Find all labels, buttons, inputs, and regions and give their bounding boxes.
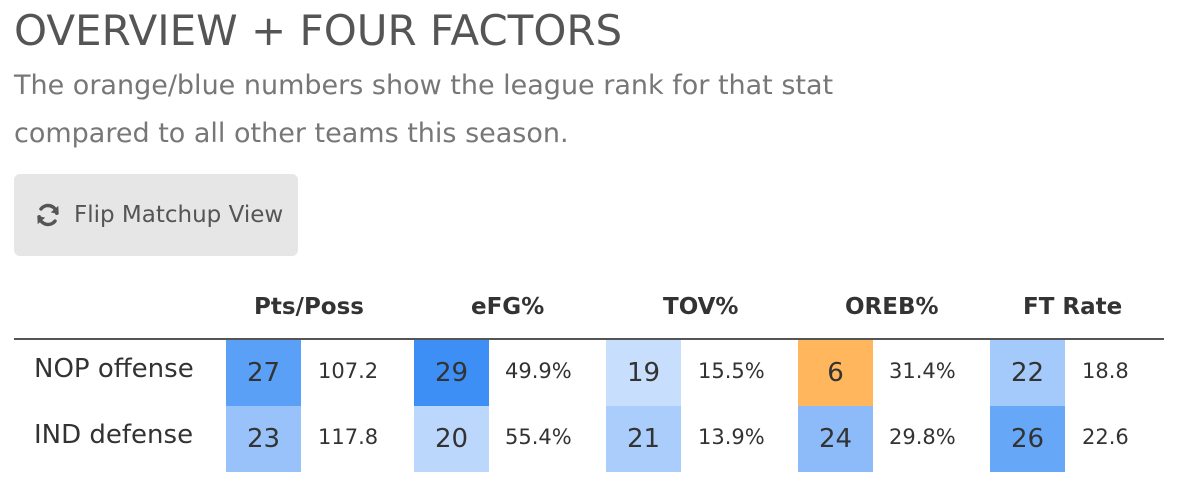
page-subtitle: The orange/blue numbers show the league …	[14, 70, 834, 149]
rank-cell: 27	[226, 340, 301, 406]
rank-cell: 29	[414, 340, 489, 406]
value-cell: 107.2	[318, 359, 379, 383]
row-label: IND defense	[34, 420, 194, 450]
value-cell: 29.8%	[889, 425, 956, 449]
four-factors-table: Pts/Poss eFG% TOV% OREB% FT Rate NOP off…	[14, 284, 1164, 472]
table-row: NOP offense 27 107.2 29 49.9% 19 15.5% 6…	[14, 340, 1164, 406]
value-cell: 31.4%	[889, 359, 956, 383]
table-row: IND defense 23 117.8 20 55.4% 21 13.9% 2…	[14, 406, 1164, 472]
flip-matchup-label: Flip Matchup View	[74, 202, 284, 228]
row-label: NOP offense	[34, 354, 194, 384]
rank-cell: 6	[798, 340, 873, 406]
rank-cell: 26	[990, 406, 1065, 472]
value-cell: 55.4%	[505, 425, 572, 449]
value-cell: 49.9%	[505, 359, 572, 383]
column-header-pts-poss: Pts/Poss	[254, 294, 364, 320]
value-cell: 18.8	[1082, 359, 1129, 383]
value-cell: 13.9%	[698, 425, 765, 449]
column-header-efg: eFG%	[471, 294, 545, 320]
table-header: Pts/Poss eFG% TOV% OREB% FT Rate	[14, 284, 1164, 340]
column-header-tov: TOV%	[663, 294, 739, 320]
rank-cell: 22	[990, 340, 1065, 406]
rank-cell: 21	[606, 406, 681, 472]
rank-cell: 19	[606, 340, 681, 406]
flip-matchup-button[interactable]: Flip Matchup View	[14, 174, 298, 256]
value-cell: 15.5%	[698, 359, 765, 383]
column-header-oreb: OREB%	[845, 294, 939, 320]
value-cell: 22.6	[1082, 425, 1129, 449]
page-title: OVERVIEW + FOUR FACTORS	[14, 6, 623, 55]
value-cell: 117.8	[318, 425, 379, 449]
refresh-icon	[37, 203, 59, 227]
rank-cell: 24	[798, 406, 873, 472]
rank-cell: 20	[414, 406, 489, 472]
rank-cell: 23	[226, 406, 301, 472]
column-header-ft-rate: FT Rate	[1023, 294, 1123, 320]
